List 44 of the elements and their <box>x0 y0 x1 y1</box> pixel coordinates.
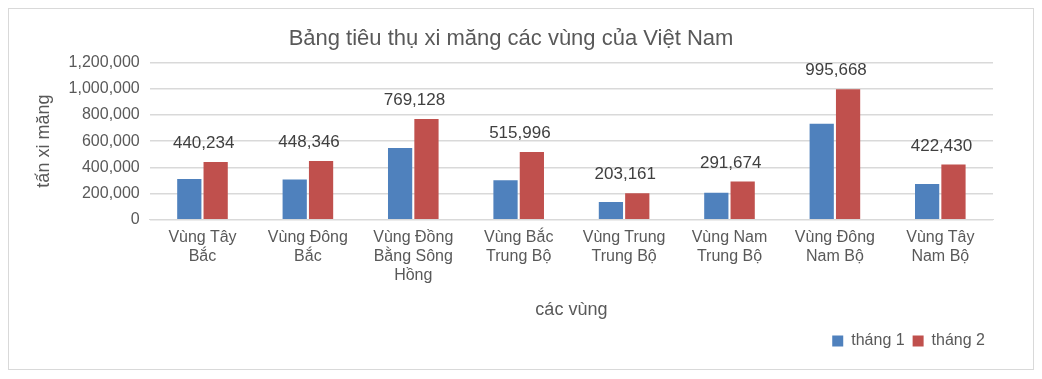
bar <box>835 89 861 220</box>
y-tick-label: 800,000 <box>81 105 140 123</box>
bar <box>282 179 307 220</box>
x-tick-label: Vùng Tây Bắc <box>168 227 237 265</box>
bar <box>941 164 966 220</box>
bar <box>704 192 729 220</box>
bar <box>598 202 624 220</box>
y-tick-label: 0 <box>130 210 140 228</box>
x-axis-title: các vùng <box>535 299 608 320</box>
x-tick-label: Vùng Tây Nam Bộ <box>906 227 975 265</box>
y-tick-label: 1,000,000 <box>68 79 140 97</box>
x-tick-label: Vùng Đông Bắc <box>267 227 348 265</box>
bar <box>308 160 334 220</box>
y-tick-label: 400,000 <box>81 157 140 175</box>
x-tick-label: Vùng Đông Nam Bộ <box>794 227 875 265</box>
bar <box>493 180 518 220</box>
y-axis-title: tấn xi măng <box>32 94 53 188</box>
x-tick-label: Vùng Trung Trung Bộ <box>582 227 666 265</box>
y-tick-label: 200,000 <box>81 183 140 201</box>
bar <box>519 152 544 220</box>
bar <box>203 162 228 220</box>
legend-label: tháng 1 <box>851 331 905 349</box>
data-label: 203,161 <box>594 164 656 184</box>
bar <box>414 118 439 220</box>
chart-title: Bảng tiêu thụ xi măng các vùng của Việt Nam <box>288 25 734 51</box>
data-label: 515,996 <box>489 123 551 143</box>
x-tick-label: Vùng Bắc Trung Bộ <box>483 226 554 265</box>
bar <box>625 193 650 220</box>
bar <box>809 123 834 220</box>
data-label: 995,668 <box>805 60 867 80</box>
data-label: 769,128 <box>383 90 446 110</box>
bar <box>915 184 940 220</box>
x-tick-label: Vùng Đồng Bằng Sông Hồng <box>373 227 454 284</box>
data-label: 422,430 <box>910 135 973 155</box>
x-tick-label: Vùng Nam Trung Bộ <box>691 227 768 265</box>
data-label: 448,346 <box>278 132 340 152</box>
data-label: 440,234 <box>172 133 235 153</box>
legend-label: tháng 2 <box>931 331 986 349</box>
bar <box>387 148 413 220</box>
bar <box>730 181 755 220</box>
y-tick-label: 600,000 <box>81 131 140 149</box>
bar <box>177 178 202 220</box>
y-tick-label: 1,200,000 <box>68 52 140 70</box>
data-label: 291,674 <box>699 152 762 172</box>
